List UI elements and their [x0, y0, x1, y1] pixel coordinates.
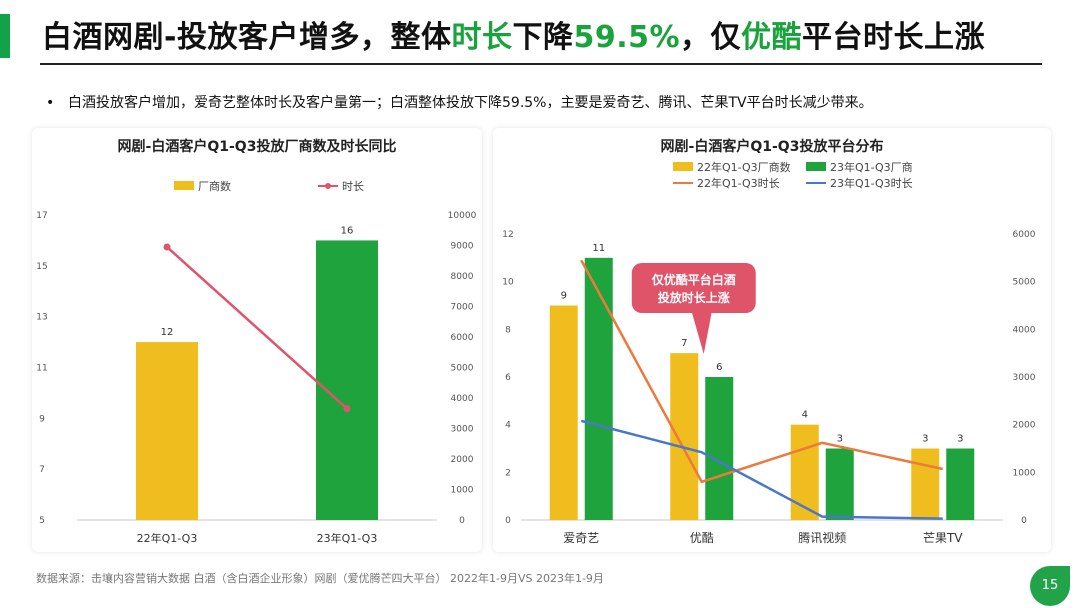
x-category-label: 爱奇艺: [563, 531, 599, 545]
y-right-tick-label: 3000: [451, 425, 474, 435]
y-left-tick-label: 7: [39, 465, 45, 475]
line-series: [580, 419, 943, 520]
legend-marker: [325, 183, 331, 189]
bar: [946, 448, 975, 520]
x-category-label: 23年Q1-Q3: [317, 531, 378, 545]
summary-text: 白酒投放客户增加，爱奇艺整体时长及客户量第一；白酒整体投放下降59.5%，主要是…: [68, 95, 873, 111]
y-right-tick-label: 10000: [448, 211, 477, 221]
bar: [136, 342, 198, 520]
data-source-note: 数据来源：击壤内容营销大数据 白酒（含白酒企业形象）网剧（爱优腾芒四大平台） 2…: [36, 572, 604, 585]
y-left-tick-label: 13: [36, 313, 47, 323]
chart-title: 网剧-白酒客户Q1-Q3投放厂商数及时长同比: [118, 138, 397, 155]
y-right-tick-label: 6000: [451, 333, 474, 343]
y-left-tick-label: 17: [36, 211, 47, 221]
y-right-tick-label: 4000: [1013, 325, 1036, 335]
legend-swatch: [806, 162, 826, 171]
left-chart-panel: 网剧-白酒客户Q1-Q3投放厂商数及时长同比厂商数 时长 5 7 9 11 13 15 17 0 1…: [32, 128, 482, 552]
x-category-label: 芒果TV: [923, 530, 963, 545]
y-right-tick-label: 4000: [451, 394, 474, 404]
callout-text: 投放时长上涨: [658, 290, 730, 305]
y-right-tick-label: 7000: [451, 303, 474, 313]
bar: [549, 305, 578, 520]
legend-label: 时长: [342, 180, 364, 193]
legend-label: 23年Q1-Q3厂商: [830, 160, 913, 174]
legend-swatch: [673, 162, 693, 171]
y-right-tick-label: 5000: [451, 364, 474, 374]
page-number: 15: [1041, 578, 1059, 593]
y-right-tick-label: 6000: [1013, 230, 1036, 240]
title-divider: [40, 63, 1042, 65]
y-right-tick-label: 1000: [1013, 468, 1036, 478]
x-category-label: 22年Q1-Q3: [137, 531, 198, 545]
y-right-tick-label: 5000: [1013, 278, 1036, 288]
bar-value-label: 6: [716, 362, 722, 373]
bar: [316, 240, 378, 520]
y-left-tick-label: 5: [39, 516, 45, 526]
bar-value-label: 12: [161, 327, 174, 338]
summary-bullet: • 白酒投放客户增加，爱奇艺整体时长及客户量第一；白酒整体投放下降59.5%，主要…: [46, 95, 873, 111]
y-right-tick-label: 1000: [451, 486, 474, 496]
bar-value-label: 3: [957, 434, 963, 445]
bar-value-label: 11: [592, 243, 605, 254]
y-left-tick-label: 0: [505, 516, 511, 526]
chart-title: 网剧-白酒客户Q1-Q3投放平台分布: [661, 138, 884, 155]
y-right-tick-label: 2000: [451, 455, 474, 465]
bar: [911, 448, 940, 520]
y-right-tick-label: 0: [1021, 516, 1027, 526]
bar-value-label: 7: [681, 338, 687, 349]
callout-pointer: [691, 312, 712, 354]
y-right-tick-label: 3000: [1013, 373, 1036, 383]
y-right-tick-label: 8000: [451, 272, 474, 282]
x-category-label: 优酷: [690, 531, 714, 545]
callout-bubble: [631, 263, 756, 313]
y-left-tick-label: 9: [39, 414, 45, 424]
y-left-tick-label: 10: [502, 278, 514, 288]
y-left-tick-label: 8: [505, 325, 511, 335]
y-right-tick-label: 2000: [1013, 421, 1036, 431]
right-chart-panel: 网剧-白酒客户Q1-Q3投放平台分布 22年Q1-Q3厂商数 23年Q1-Q3厂商 2…: [493, 128, 1051, 552]
bar-value-label: 3: [837, 434, 843, 445]
legend-swatch: [174, 181, 194, 190]
bar: [790, 424, 819, 520]
line-series: [580, 259, 944, 484]
legend-label: 厂商数: [198, 179, 231, 193]
legend-label: 23年Q1-Q3时长: [830, 176, 913, 190]
line-point: [163, 243, 171, 251]
bar: [584, 257, 613, 520]
line-series: [166, 246, 348, 410]
page-badge: [1030, 566, 1070, 606]
y-left-tick-label: 2: [505, 468, 511, 478]
bar: [825, 448, 854, 520]
title-accent-bar: [0, 14, 10, 58]
bar-value-label: 3: [922, 434, 928, 445]
y-left-tick-label: 11: [36, 364, 47, 374]
right-chart: 网剧-白酒客户Q1-Q3投放平台分布 22年Q1-Q3厂商数 23年Q1-Q3厂商 2…: [502, 138, 1036, 545]
x-category-label: 腾讯视频: [798, 530, 846, 545]
page-title: 白酒网剧-投放客户增多，整体时长下降59.5%，仅优酷平台时长上涨: [42, 20, 986, 55]
y-right-tick-label: 9000: [451, 242, 474, 252]
bar-value-label: 9: [561, 291, 567, 302]
y-right-tick-label: 0: [459, 516, 465, 526]
y-left-tick-label: 15: [36, 262, 47, 272]
y-left-tick-label: 4: [505, 421, 511, 431]
y-left-tick-label: 12: [502, 230, 513, 240]
line-point: [343, 405, 351, 413]
callout-text: 仅优酷平台白酒: [651, 272, 736, 287]
legend-label: 22年Q1-Q3时长: [697, 176, 780, 190]
bar-value-label: 16: [341, 225, 354, 236]
legend-label: 22年Q1-Q3厂商数: [697, 160, 791, 174]
bar: [705, 377, 734, 520]
bar: [670, 353, 699, 520]
y-left-tick-label: 6: [505, 373, 511, 383]
bar-value-label: 4: [802, 410, 808, 421]
